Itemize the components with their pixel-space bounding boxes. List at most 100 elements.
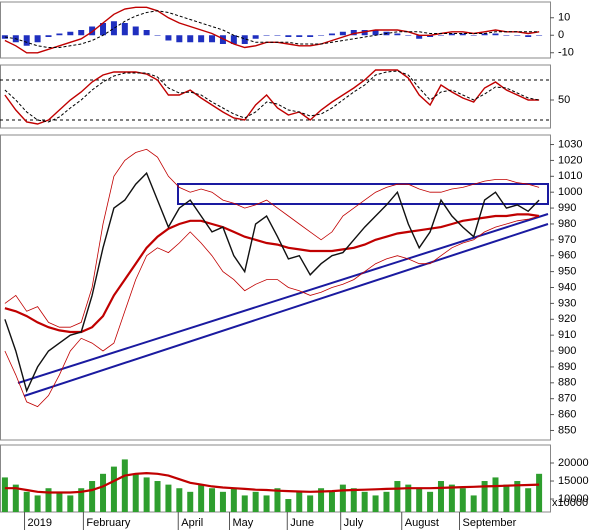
bar xyxy=(448,33,455,36)
y-tick-label: 850 xyxy=(558,424,576,436)
bar xyxy=(361,30,368,36)
bar xyxy=(56,491,63,512)
bar xyxy=(503,484,510,512)
series-line xyxy=(4,6,540,54)
bar xyxy=(328,491,335,512)
panel-frame xyxy=(0,134,551,441)
bar xyxy=(132,473,139,512)
unit-label: x10000 xyxy=(552,497,588,509)
bar xyxy=(198,484,205,512)
y-tick-label: 20000 xyxy=(558,457,589,469)
bar xyxy=(383,491,390,512)
y-tick-label: 15000 xyxy=(558,475,589,487)
bar xyxy=(187,35,194,43)
bar xyxy=(318,35,325,36)
bar xyxy=(89,26,96,36)
bar xyxy=(503,35,510,36)
bar xyxy=(350,30,357,36)
y-tick-label: 910 xyxy=(558,329,576,341)
bar xyxy=(514,35,521,36)
bar xyxy=(285,499,292,512)
bar xyxy=(165,35,172,41)
bar xyxy=(296,35,303,37)
bar xyxy=(481,33,488,36)
bar xyxy=(241,35,248,44)
bar xyxy=(514,481,521,512)
bar xyxy=(34,495,41,512)
trend-line xyxy=(17,213,549,384)
bar xyxy=(100,473,107,512)
bar xyxy=(263,495,270,512)
annotations xyxy=(17,183,549,397)
x-tick-label: April xyxy=(181,517,203,529)
bar xyxy=(318,488,325,512)
bar xyxy=(492,477,499,512)
y-tick-label: 870 xyxy=(558,393,576,405)
bar xyxy=(427,491,434,512)
bar xyxy=(350,488,357,512)
panel-frame xyxy=(0,64,551,129)
y-tick-label: 990 xyxy=(558,202,576,214)
bar xyxy=(252,35,259,39)
bar xyxy=(219,491,226,512)
series-line xyxy=(4,148,540,328)
series-line xyxy=(4,471,540,494)
bar xyxy=(23,491,30,512)
bar xyxy=(307,495,314,512)
bar xyxy=(536,473,543,512)
bar xyxy=(492,33,499,36)
bar xyxy=(470,495,477,512)
y-tick-label: 950 xyxy=(558,266,576,278)
bar xyxy=(56,33,63,36)
bar xyxy=(361,491,368,512)
bar xyxy=(459,488,466,512)
bar xyxy=(187,491,194,512)
bar xyxy=(209,35,216,43)
bar xyxy=(372,30,379,36)
resistance-box xyxy=(177,183,549,205)
bar xyxy=(100,23,107,36)
bar xyxy=(296,491,303,512)
bar xyxy=(372,495,379,512)
bar xyxy=(121,459,128,512)
x-tick-label: August xyxy=(405,517,439,529)
bar xyxy=(416,488,423,512)
bar xyxy=(427,35,434,37)
bar xyxy=(481,481,488,512)
bar xyxy=(405,484,412,512)
bar xyxy=(525,35,532,37)
y-tick-label: 970 xyxy=(558,234,576,246)
y-tick-label: 890 xyxy=(558,361,576,373)
bar xyxy=(78,30,85,36)
bar xyxy=(165,484,172,512)
x-tick-label: 2019 xyxy=(28,517,52,529)
bar xyxy=(328,33,335,36)
bar xyxy=(459,33,466,36)
bar xyxy=(110,466,117,512)
bar xyxy=(67,31,74,36)
bar xyxy=(307,35,314,37)
y-tick-label: 1000 xyxy=(558,186,582,198)
y-tick-label: 940 xyxy=(558,281,576,293)
bar xyxy=(230,35,237,44)
bar xyxy=(263,35,270,36)
bar xyxy=(339,31,346,36)
bar xyxy=(448,484,455,512)
y-tick-label: 10 xyxy=(558,12,570,24)
series-line xyxy=(4,213,540,334)
bar xyxy=(274,35,281,36)
bar xyxy=(45,35,52,37)
y-tick-label: 920 xyxy=(558,313,576,325)
bar xyxy=(23,35,30,46)
y-tick-label: 860 xyxy=(558,408,576,420)
x-tick-label: September xyxy=(463,517,517,529)
series-line xyxy=(4,171,540,393)
bar xyxy=(437,481,444,512)
y-tick-label: 930 xyxy=(558,297,576,309)
bar xyxy=(394,481,401,512)
bar xyxy=(34,35,41,43)
series-line xyxy=(4,70,540,123)
trend-line xyxy=(23,223,549,397)
